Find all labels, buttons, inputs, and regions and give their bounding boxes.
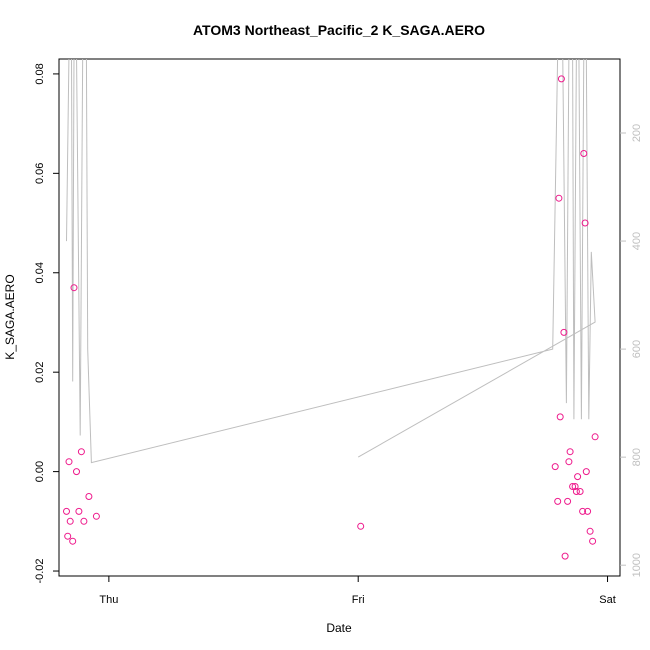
data-point (357, 522, 365, 530)
data-point (551, 463, 559, 471)
data-point (579, 507, 587, 515)
data-point (63, 507, 70, 515)
data-point (66, 517, 74, 525)
data-point (572, 488, 580, 495)
data-point (589, 537, 597, 545)
y-right-tick-label: 1000 (631, 553, 643, 577)
data-point (73, 468, 80, 476)
data-point (64, 532, 72, 540)
data-point (565, 458, 573, 466)
data-point (70, 284, 78, 292)
x-tick-label: Sat (599, 594, 616, 606)
data-point (556, 413, 564, 421)
y-right-tick-label: 600 (631, 340, 643, 358)
data-point (75, 507, 83, 515)
data-point (77, 448, 85, 456)
data-point (557, 75, 565, 83)
data-point (65, 458, 73, 466)
y-right-tick-label: 400 (631, 232, 643, 250)
y-tick-label: 0.02 (34, 361, 46, 382)
data-point (80, 517, 88, 525)
y-tick-label: -0.02 (34, 558, 46, 583)
y-right-tick-label: 200 (631, 124, 643, 142)
data-point (586, 527, 594, 535)
data-point (591, 433, 599, 441)
data-point (92, 512, 100, 520)
y-tick-label: 0.00 (34, 461, 46, 482)
data-point (580, 150, 588, 157)
data-point (581, 219, 589, 227)
data-point (574, 473, 582, 481)
data-point (576, 488, 584, 495)
plot-frame (58, 58, 621, 577)
chart-title: ATOM3 Northeast_Pacific_2 K_SAGA.AERO (193, 22, 485, 38)
data-point (569, 483, 577, 490)
y-axis-label: K_SAGA.AERO (3, 274, 17, 359)
y-tick-label: 0.06 (34, 163, 46, 184)
data-point (555, 194, 563, 202)
data-point (571, 483, 579, 490)
data-point (561, 552, 569, 560)
y-tick-label: 0.04 (34, 262, 46, 283)
secondary-line (66, 59, 596, 464)
y-tick-label: 0.08 (34, 63, 46, 84)
data-point (564, 497, 572, 505)
y-right-tick-label: 800 (631, 448, 643, 466)
data-point (554, 497, 562, 505)
data-point (85, 493, 93, 500)
x-tick-label: Fri (352, 594, 365, 606)
data-point (584, 507, 592, 515)
secondary-line-layer (66, 59, 596, 464)
data-point (582, 468, 590, 476)
data-point (69, 537, 77, 545)
axes-layer: Thu Fri Sat -0.02 0.00 0.02 0.04 0.06 0.08 200 400… (34, 63, 643, 606)
x-axis-label: Date (326, 621, 352, 635)
data-point (560, 328, 568, 336)
points-layer (63, 75, 599, 560)
x-tick-label: Thu (99, 594, 118, 606)
data-point (566, 448, 574, 456)
